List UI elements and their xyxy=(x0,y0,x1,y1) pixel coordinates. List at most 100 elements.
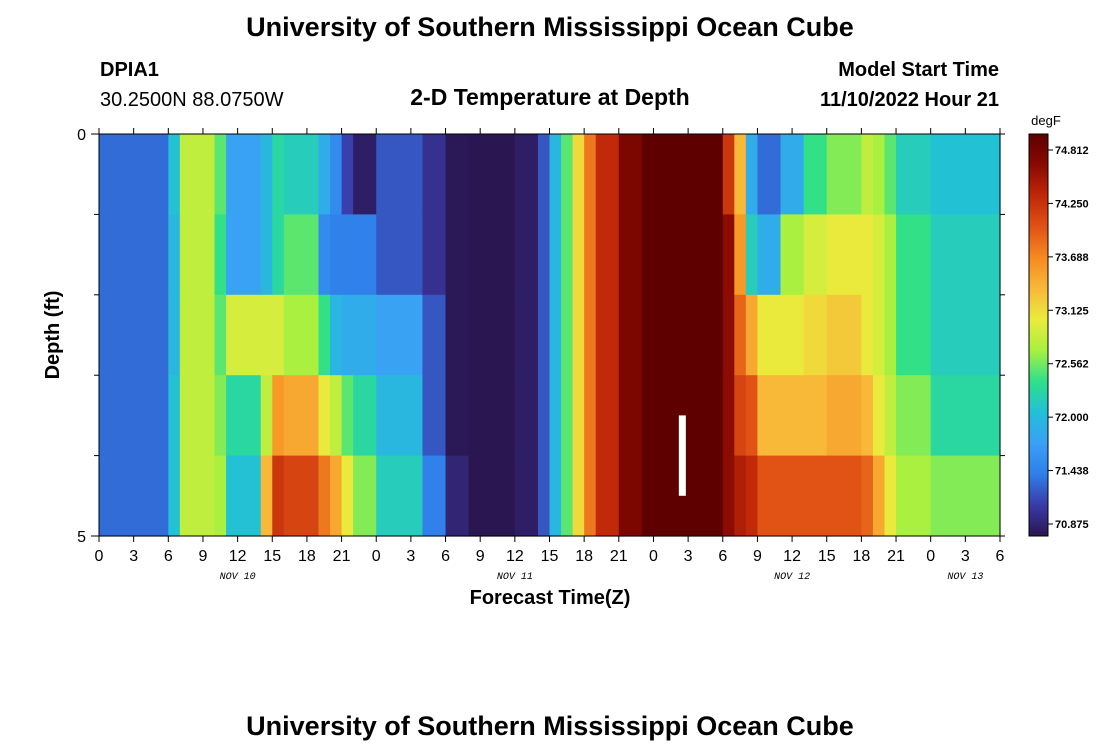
heatmap-cell xyxy=(872,455,886,537)
heatmap-cell xyxy=(618,134,643,215)
heatmap-cell xyxy=(318,375,331,457)
heatmap-cell xyxy=(780,455,805,537)
heatmap-cell xyxy=(514,375,539,457)
heatmap-cell xyxy=(930,134,1001,215)
heatmap-cell xyxy=(226,455,262,537)
heatmap-cell xyxy=(99,214,169,296)
x-tick-label: 18 xyxy=(852,548,870,565)
heatmap-cell xyxy=(214,455,227,537)
heatmap-cell xyxy=(722,294,735,376)
heatmap-cell xyxy=(422,294,447,376)
heatmap-cell xyxy=(572,134,585,215)
heatmap-cell xyxy=(930,375,1001,457)
heatmap-cell xyxy=(376,134,424,215)
heatmap-cell xyxy=(272,294,285,376)
heatmap-cell xyxy=(757,214,782,296)
heatmap-cell xyxy=(803,375,828,457)
x-tick-label: 12 xyxy=(506,548,524,565)
heatmap-cell xyxy=(168,214,181,296)
x-tick-label: 15 xyxy=(263,548,281,565)
x-tick-label: 0 xyxy=(926,548,935,565)
heatmap-cell xyxy=(745,294,759,376)
heatmap-cell xyxy=(226,375,262,457)
heatmap-cell xyxy=(896,134,932,215)
heatmap-cell xyxy=(341,214,354,296)
heatmap-cell xyxy=(341,134,354,215)
chart-subtitle: 2-D Temperature at Depth xyxy=(410,84,689,110)
heatmap-cell xyxy=(214,375,227,457)
heatmap-cell xyxy=(561,134,574,215)
x-tick-label: 12 xyxy=(229,548,247,565)
x-tick-label: 3 xyxy=(129,548,138,565)
heatmap-cell xyxy=(595,375,620,457)
heatmap-cell xyxy=(353,134,377,215)
x-tick-label: 18 xyxy=(298,548,316,565)
heatmap-cell xyxy=(595,294,620,376)
heatmap-cell xyxy=(283,375,320,457)
heatmap-cell xyxy=(376,375,424,457)
heatmap-cell xyxy=(618,214,643,296)
model-start-label: Model Start Time xyxy=(838,59,999,81)
heatmap-cell xyxy=(179,134,216,215)
heatmap-cell xyxy=(226,294,262,376)
heatmap-cell xyxy=(283,455,320,537)
x-tick-label: 21 xyxy=(887,548,905,565)
heatmap-cell xyxy=(376,294,424,376)
heatmap-cell xyxy=(260,214,273,296)
x-tick-label: 9 xyxy=(476,548,485,565)
x-axis: 0 3 6 9 12 15 18 21 0 3 6 9 12 15 18 21 0 3 6 9 12 15 18 21 0 3 6 xyxy=(95,128,1005,565)
heatmap-cell xyxy=(537,134,551,215)
heatmap-cell xyxy=(318,455,331,537)
heatmap-cell xyxy=(572,375,585,457)
x-tick-label: 0 xyxy=(649,548,658,565)
heatmap-cell xyxy=(561,455,574,537)
heatmap-cell xyxy=(376,455,424,537)
x-tick-label: 15 xyxy=(541,548,559,565)
heatmap-cell xyxy=(872,294,886,376)
heatmap-cell xyxy=(780,294,805,376)
heatmap-cell xyxy=(422,214,447,296)
x-axis-label: Forecast Time(Z) xyxy=(470,587,631,609)
heatmap-cell xyxy=(226,214,262,296)
heatmap-cell xyxy=(780,214,805,296)
heatmap-cell xyxy=(445,375,470,457)
heatmap-cell xyxy=(214,214,227,296)
heatmap-cell xyxy=(549,214,562,296)
heatmap-cell xyxy=(722,455,735,537)
heatmap-cell xyxy=(260,294,273,376)
heatmap-cell xyxy=(168,294,181,376)
heatmap-cell xyxy=(341,455,354,537)
model-start-value: 11/10/2022 Hour 21 xyxy=(820,89,999,111)
heatmap-cell xyxy=(283,134,320,215)
heatmap-cell xyxy=(537,294,551,376)
heatmap-cell xyxy=(168,134,181,215)
colorbar-unit: degF xyxy=(1031,113,1061,128)
heatmap-cell xyxy=(445,455,470,537)
heatmap-cell xyxy=(572,214,585,296)
heatmap-cell xyxy=(318,134,331,215)
heatmap-cell xyxy=(330,134,343,215)
heatmap-cell xyxy=(214,134,227,215)
x-tick-label: 6 xyxy=(441,548,450,565)
day-label: NOV 13 xyxy=(947,572,983,583)
heatmap-cell xyxy=(780,375,805,457)
heatmap-cell xyxy=(353,294,377,376)
heatmap-cell xyxy=(422,134,447,215)
y-axis: 05 xyxy=(77,127,1005,546)
heatmap-cell xyxy=(757,134,782,215)
heatmap-cell xyxy=(745,134,759,215)
heatmap-cell xyxy=(884,455,897,537)
heatmap-cell xyxy=(168,455,181,537)
annotation-layer xyxy=(678,415,686,496)
heatmap-cell xyxy=(884,134,897,215)
heatmap-cell xyxy=(896,375,932,457)
x-tick-label: 6 xyxy=(718,548,727,565)
heatmap-cell xyxy=(584,294,597,376)
heatmap-cell xyxy=(514,214,539,296)
x-tick-label: 6 xyxy=(164,548,173,565)
heatmap-cell xyxy=(896,294,932,376)
heatmap-cell xyxy=(468,134,516,215)
heatmap-cell xyxy=(468,455,516,537)
heatmap-cell xyxy=(514,455,539,537)
heatmap-cell xyxy=(330,455,343,537)
